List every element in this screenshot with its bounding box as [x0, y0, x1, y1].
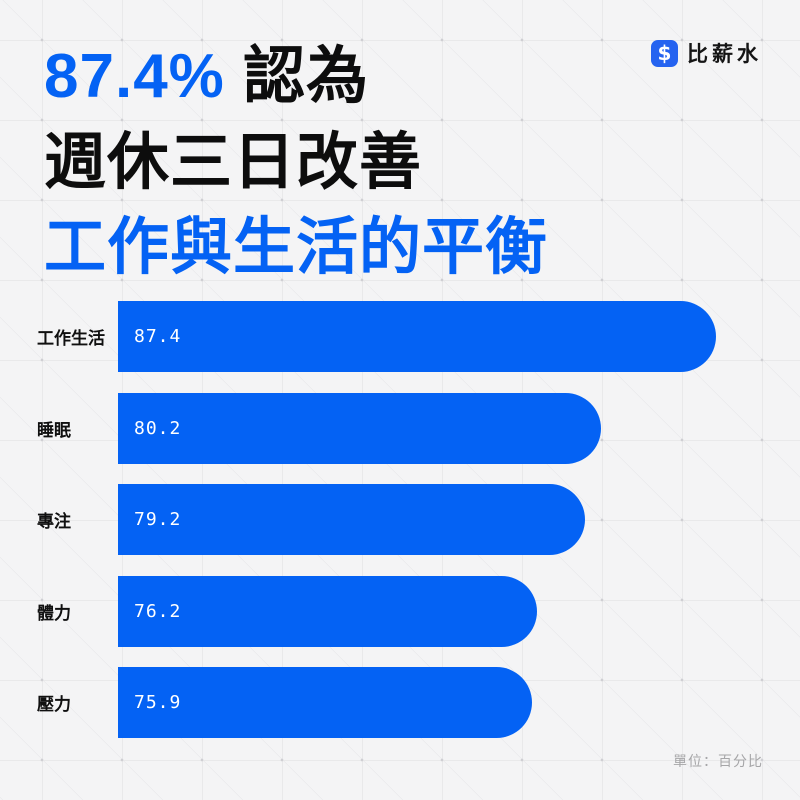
bar: 79.2: [118, 484, 586, 555]
category-label: 專注: [37, 512, 71, 531]
dollar-icon: $: [651, 39, 678, 67]
title-line-2: 週休三日改善: [44, 127, 423, 197]
title-line-1-rest: 認為: [224, 42, 370, 111]
brand-logo: $ 比薪水: [651, 38, 762, 68]
unit-footnote: 單位：百分比: [673, 753, 763, 769]
category-label: 睡眠: [37, 420, 71, 440]
bar-value-label: 75.9: [134, 692, 182, 713]
bar: 75.9: [118, 667, 533, 738]
page-title: 87.4% 認為 週休三日改善 工作與生活的平衡: [44, 34, 548, 291]
bar-value-label: 76.2: [134, 600, 182, 622]
title-line-3: 工作與生活的平衡: [44, 213, 549, 282]
bar-value-label: 87.4: [134, 326, 182, 347]
bar: 80.2: [118, 392, 602, 464]
title-line-1: 87.4% 認為: [44, 34, 548, 120]
bar-chart: 工作生活 87.4 睡眠 80.2 專注 79.2 體力 76.2 壓力 75.…: [37, 301, 800, 759]
bar-value-label: 80.2: [134, 417, 182, 439]
bar: 87.4: [118, 301, 717, 372]
title-highlight-percent: 87.4%: [44, 42, 225, 111]
chart-row: 工作生活 87.4: [37, 301, 800, 372]
bar: 76.2: [118, 575, 538, 647]
chart-row: 體力 76.2: [37, 575, 800, 647]
chart-row: 專注 79.2: [37, 484, 800, 555]
category-label: 工作生活: [37, 329, 105, 348]
category-label: 體力: [37, 603, 71, 623]
bar-value-label: 79.2: [134, 509, 182, 530]
brand-name: 比薪水: [687, 43, 762, 66]
category-label: 壓力: [37, 695, 71, 714]
chart-row: 睡眠 80.2: [37, 392, 800, 464]
chart-row: 壓力 75.9: [37, 667, 800, 738]
